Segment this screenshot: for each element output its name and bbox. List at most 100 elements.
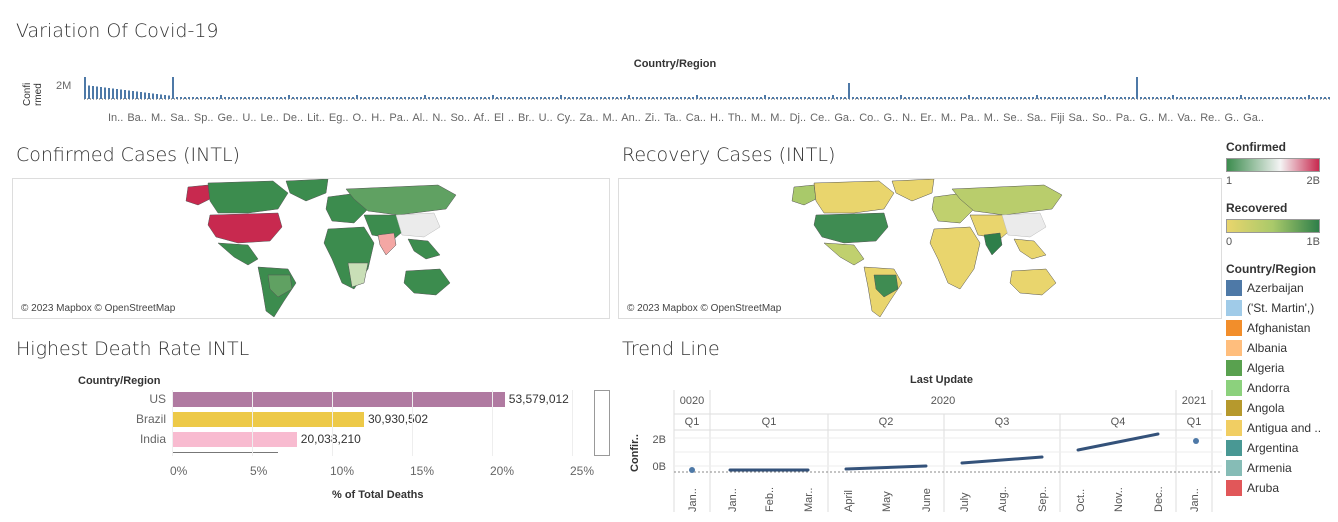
country-legend-swatch xyxy=(1226,380,1242,396)
country-legend-swatch xyxy=(1226,400,1242,416)
country-legend-item[interactable]: Angola xyxy=(1226,398,1334,418)
death-rate-value-label: 20,038,210 xyxy=(300,432,361,446)
top-chart-bar xyxy=(712,97,714,99)
top-chart-bar xyxy=(548,97,550,99)
country-legend-swatch xyxy=(1226,420,1242,436)
top-chart-bar xyxy=(1232,97,1234,99)
top-chart-bar xyxy=(556,97,558,99)
top-chart-bar xyxy=(880,97,882,99)
country-legend-swatch xyxy=(1226,340,1242,356)
death-rate-bar[interactable] xyxy=(172,432,297,447)
country-legend-item[interactable]: Algeria xyxy=(1226,358,1334,378)
top-chart-bar xyxy=(1184,97,1186,99)
top-chart-bar xyxy=(160,94,162,99)
confirmed-world-map[interactable] xyxy=(13,179,610,319)
death-rate-scrollbar[interactable] xyxy=(594,390,610,456)
trend-plot[interactable]: 0020 2020 2021 Q1 Q1 Q2 Q3 Q4 Q1 2B 0B Confir.. Jan.… xyxy=(622,372,1222,522)
top-chart-bar xyxy=(1012,97,1014,99)
top-chart-bar xyxy=(656,97,658,99)
top-chart-bar xyxy=(344,97,346,99)
recovery-map-title: Recovery Cases (INTL) xyxy=(622,144,836,166)
confirmed-color-ramp[interactable] xyxy=(1226,158,1320,172)
country-legend-item[interactable]: Argentina xyxy=(1226,438,1334,458)
top-chart-header: Country/Region xyxy=(633,58,717,70)
top-chart-bar xyxy=(1308,95,1310,99)
top-chart-bar xyxy=(672,97,674,99)
trend-line-chart[interactable]: Last Update 0020 2020 2021 Q1 Q1 Q2 Q3 Q4 Q1 2B 0B… xyxy=(622,372,1222,522)
top-chart-bar xyxy=(400,97,402,99)
top-chart-bar xyxy=(524,97,526,99)
top-chart-bar xyxy=(1112,97,1114,99)
confirmed-map-title: Confirmed Cases (INTL) xyxy=(16,144,240,166)
country-legend-item[interactable]: Afghanistan xyxy=(1226,318,1334,338)
top-chart-bar xyxy=(320,97,322,99)
recovery-world-map[interactable] xyxy=(619,179,1222,319)
country-legend-item[interactable]: Antigua and .. xyxy=(1226,418,1334,438)
top-chart-bar xyxy=(1300,97,1302,99)
top-chart-bar xyxy=(1304,97,1306,99)
top-chart-bar xyxy=(996,97,998,99)
top-chart-bar xyxy=(1316,97,1318,99)
top-chart-bar xyxy=(540,97,542,99)
top-chart-bars[interactable] xyxy=(84,70,1330,102)
confirmed-by-country-chart[interactable]: Country/Region Confi rmed 2M In.. Ba.. M.… xyxy=(20,56,1330,132)
top-chart-bar xyxy=(264,97,266,99)
top-chart-bar xyxy=(1164,97,1166,99)
top-chart-bar xyxy=(248,97,250,99)
top-chart-bar xyxy=(1056,97,1058,99)
top-chart-bar xyxy=(676,97,678,99)
top-chart-bar xyxy=(1260,97,1262,99)
death-rate-chart[interactable]: Country/Region US 53,579,012 Brazil 30,930,… xyxy=(16,372,616,522)
top-chart-bar xyxy=(440,97,442,99)
country-legend-item[interactable]: Andorra xyxy=(1226,378,1334,398)
recovered-color-ramp[interactable] xyxy=(1226,219,1320,233)
country-legend-item[interactable]: Aruba xyxy=(1226,478,1334,498)
death-rate-gridline xyxy=(572,390,573,456)
top-chart-bar xyxy=(280,97,282,99)
top-chart-bar xyxy=(168,95,170,99)
top-chart-bar xyxy=(836,97,838,99)
top-chart-bar xyxy=(424,95,426,99)
confirmed-map[interactable]: © 2023 Mapbox © OpenStreetMap xyxy=(12,178,610,319)
death-rate-bar[interactable] xyxy=(172,412,364,427)
recovery-map[interactable]: © 2023 Mapbox © OpenStreetMap xyxy=(618,178,1222,319)
top-chart-bar xyxy=(596,97,598,99)
top-chart-bar xyxy=(748,97,750,99)
country-legend-item[interactable]: ('St. Martin',) xyxy=(1226,298,1334,318)
top-chart-bar xyxy=(532,97,534,99)
top-chart-y-tick: 2M xyxy=(56,80,72,92)
country-legend-list: Azerbaijan ('St. Martin',) Afghanistan Alba… xyxy=(1226,278,1334,498)
top-chart-bar xyxy=(860,97,862,99)
top-chart-bar xyxy=(324,97,326,99)
top-chart-bar xyxy=(132,91,134,99)
top-chart-bar xyxy=(1312,97,1314,99)
top-chart-bar xyxy=(1292,97,1294,99)
top-chart-bar xyxy=(88,85,90,99)
top-chart-bar xyxy=(620,97,622,99)
top-chart-bar xyxy=(284,97,286,99)
top-chart-bar xyxy=(564,97,566,99)
country-legend-item[interactable]: Azerbaijan xyxy=(1226,278,1334,298)
top-chart-bar xyxy=(1248,97,1250,99)
trend-month-label: Jan.. xyxy=(687,488,699,512)
top-chart-bar xyxy=(884,97,886,99)
top-chart-bar xyxy=(1128,97,1130,99)
country-legend-swatch xyxy=(1226,460,1242,476)
trend-quarter-label: Q4 xyxy=(1111,416,1126,428)
top-chart-bar xyxy=(360,97,362,99)
top-chart-bar xyxy=(804,97,806,99)
trend-year-label: 2021 xyxy=(1182,395,1206,407)
top-chart-bar xyxy=(592,97,594,99)
top-chart-bar xyxy=(1148,97,1150,99)
top-chart-bar xyxy=(976,97,978,99)
country-legend-item[interactable]: Armenia xyxy=(1226,458,1334,478)
country-legend-label: Afghanistan xyxy=(1247,321,1311,335)
death-rate-bar[interactable] xyxy=(172,392,505,407)
top-chart-bar xyxy=(776,97,778,99)
top-chart-bar xyxy=(864,97,866,99)
top-chart-bar xyxy=(708,97,710,99)
top-chart-bar xyxy=(120,89,122,99)
top-chart-bar xyxy=(192,97,194,99)
country-legend-item[interactable]: Albania xyxy=(1226,338,1334,358)
top-chart-bar xyxy=(496,97,498,99)
